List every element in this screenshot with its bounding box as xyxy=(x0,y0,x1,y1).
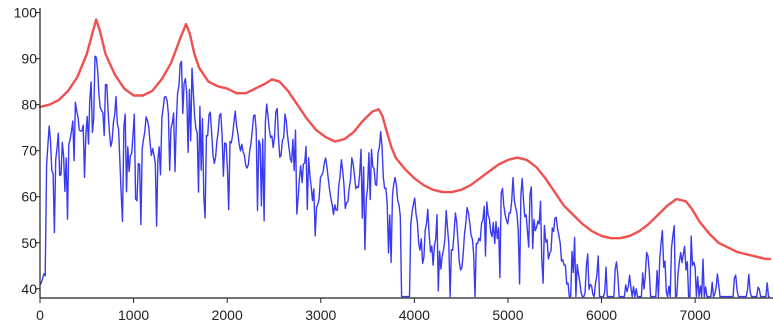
y-tick-label: 90 xyxy=(21,51,37,67)
x-tick-label: 6000 xyxy=(586,307,617,323)
envelope-line xyxy=(38,18,772,261)
x-tick-label: 4000 xyxy=(399,307,430,323)
spectrum-line xyxy=(39,55,770,298)
y-tick-label: 50 xyxy=(21,235,37,251)
x-tick-label: 3000 xyxy=(305,307,336,323)
axes-layer xyxy=(39,8,773,299)
y-tick-label: 100 xyxy=(14,5,38,21)
y-tick-label: 60 xyxy=(21,189,37,205)
x-tick-label: 7000 xyxy=(680,307,711,323)
x-tick-label: 1000 xyxy=(118,307,149,323)
x-tick-label: 2000 xyxy=(212,307,243,323)
ticks-layer: 0 1000 2000 3000 4000 5000 6000 7000 40 50 60 70 80 9… xyxy=(14,5,711,323)
y-tick-label: 40 xyxy=(21,281,37,297)
x-tick-label: 5000 xyxy=(492,307,523,323)
y-tick-label: 70 xyxy=(21,143,37,159)
x-tick-label: 0 xyxy=(36,307,44,323)
y-tick-label: 80 xyxy=(21,97,37,113)
series-layer xyxy=(38,18,772,298)
